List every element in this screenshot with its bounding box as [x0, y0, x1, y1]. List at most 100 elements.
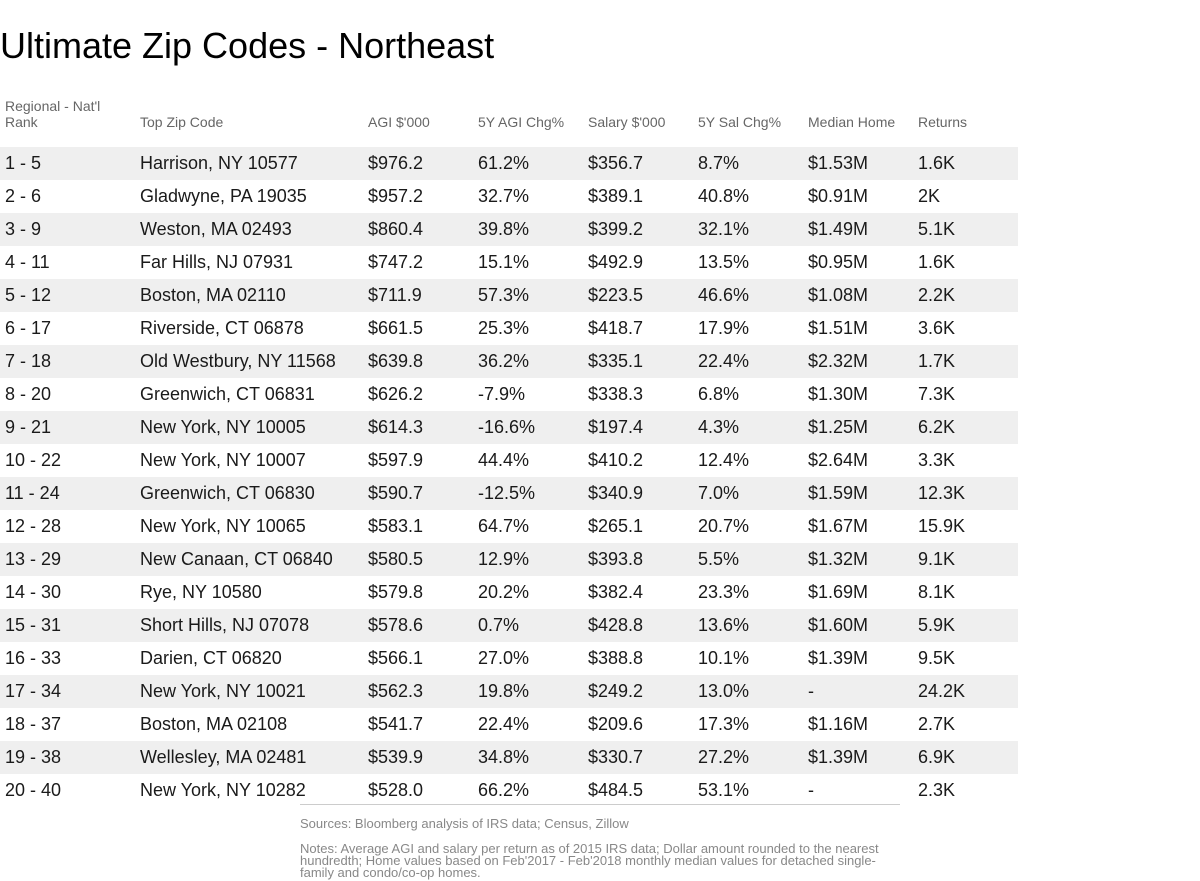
salary-cell: $382.4 — [588, 582, 644, 602]
column-header-salary-change: 5Y Sal Chg% — [698, 114, 782, 130]
median-home-cell: $1.16M — [808, 714, 869, 734]
median-home-cell: $0.91M — [808, 186, 869, 206]
median-home-cell: $2.64M — [808, 450, 869, 470]
returns-cell: 5.1K — [913, 213, 1018, 246]
zip-code-cell: New Canaan, CT 06840 — [135, 543, 363, 576]
zip-code-cell: Short Hills, NJ 07078 — [135, 609, 363, 642]
agi-change-cell: 22.4% — [478, 714, 530, 734]
rank-cell: 15 - 31 — [0, 609, 135, 642]
agi-cell: $566.1 — [368, 648, 424, 668]
rank-cell: 6 - 17 — [5, 318, 52, 338]
median-home-cell: - — [808, 780, 814, 800]
notes-text: Notes: Average AGI and salary per return… — [300, 841, 879, 880]
table-row: 1 - 5 Harrison, NY 10577 $976.2 61.2% $356.7… — [0, 147, 1018, 180]
agi-change-cell: 19.8% — [473, 675, 583, 708]
agi-change-cell: 61.2% — [473, 147, 583, 180]
zip-code-cell: Rye, NY 10580 — [140, 582, 262, 602]
table-row: 15 - 31 Short Hills, NJ 07078 $578.6 0.7% $4… — [0, 609, 1018, 642]
rank-cell: 4 - 11 — [5, 252, 50, 272]
zip-code-cell: Darien, CT 06820 — [140, 648, 282, 668]
returns-cell: 1.6K — [918, 252, 956, 272]
salary-cell: $393.8 — [583, 543, 693, 576]
agi-cell: $578.6 — [363, 609, 473, 642]
rank-cell: 14 - 30 — [5, 582, 62, 602]
returns-cell: 2.2K — [913, 279, 1018, 312]
table-row: 12 - 28 New York, NY 10065 $583.1 64.7% $265… — [0, 510, 1018, 543]
rank-cell: 2 - 6 — [5, 186, 42, 206]
zip-code-cell: Far Hills, NJ 07931 — [140, 252, 294, 272]
salary-change-cell: 23.3% — [698, 582, 750, 602]
zip-code-cell: Greenwich, CT 06830 — [135, 477, 363, 510]
returns-cell: 6.2K — [913, 411, 1018, 444]
median-home-cell: $1.39M — [808, 648, 869, 668]
agi-change-cell: -7.9% — [478, 384, 526, 404]
rank-cell: 12 - 28 — [5, 516, 62, 536]
zip-code-cell: Harrison, NY 10577 — [135, 147, 363, 180]
table-row: 18 - 37 Boston, MA 02108 $541.7 22.4% $209.6… — [0, 708, 1018, 741]
agi-cell: $976.2 — [363, 147, 473, 180]
agi-change-cell: 32.7% — [478, 186, 530, 206]
returns-cell: 9.1K — [913, 543, 1018, 576]
page-title: Ultimate Zip Codes - Northeast — [0, 25, 495, 66]
agi-cell: $580.5 — [363, 543, 473, 576]
zip-code-cell: Wellesley, MA 02481 — [135, 741, 363, 774]
salary-change-cell: 22.4% — [693, 345, 803, 378]
returns-cell: 3.6K — [918, 318, 956, 338]
agi-change-cell: 0.7% — [473, 609, 583, 642]
column-header-salary: Salary $'000 — [588, 114, 666, 130]
median-home-cell: $1.53M — [803, 147, 913, 180]
salary-cell: $428.8 — [583, 609, 693, 642]
salary-cell: $399.2 — [583, 213, 693, 246]
table-row: 9 - 21 New York, NY 10005 $614.3 -16.6% $197… — [0, 411, 1018, 444]
salary-cell: $418.7 — [588, 318, 644, 338]
agi-change-cell: 25.3% — [478, 318, 530, 338]
agi-change-cell: 39.8% — [473, 213, 583, 246]
returns-cell: 1.6K — [913, 147, 1018, 180]
salary-cell: $389.1 — [588, 186, 644, 206]
salary-cell: $492.9 — [588, 252, 644, 272]
median-home-cell: $1.59M — [803, 477, 913, 510]
salary-change-cell: 40.8% — [698, 186, 750, 206]
returns-cell: 2.3K — [918, 780, 956, 800]
zip-code-cell: Greenwich, CT 06831 — [140, 384, 315, 404]
salary-cell: $265.1 — [588, 516, 644, 536]
salary-change-cell: 4.3% — [693, 411, 803, 444]
rank-cell: 10 - 22 — [5, 450, 62, 470]
table-row: 6 - 17 Riverside, CT 06878 $661.5 25.3% $418… — [0, 312, 1018, 345]
median-home-cell: - — [803, 675, 913, 708]
column-header-zip-code: Top Zip Code — [140, 114, 224, 130]
agi-change-cell: 20.2% — [478, 582, 530, 602]
column-header-rank: Regional - Nat'l Rank — [5, 98, 101, 130]
footer-divider — [300, 804, 900, 805]
zip-code-cell: New York, NY 10065 — [140, 516, 306, 536]
column-header-agi: AGI $'000 — [368, 114, 430, 130]
agi-cell: $661.5 — [368, 318, 424, 338]
agi-change-cell: -12.5% — [473, 477, 583, 510]
rank-cell: 18 - 37 — [5, 714, 62, 734]
agi-cell: $539.9 — [363, 741, 473, 774]
agi-change-cell: 66.2% — [478, 780, 530, 800]
table-header-row: Regional - Nat'l Rank Top Zip Code AGI $… — [0, 94, 1018, 147]
median-home-cell: $1.30M — [808, 384, 869, 404]
salary-cell: $209.6 — [588, 714, 644, 734]
table-body: 1 - 5 Harrison, NY 10577 $976.2 61.2% $356.7… — [0, 147, 1018, 807]
returns-cell: 2K — [918, 186, 941, 206]
agi-cell: $579.8 — [368, 582, 424, 602]
table-row: 7 - 18 Old Westbury, NY 11568 $639.8 36.2% $… — [0, 345, 1018, 378]
salary-change-cell: 6.8% — [698, 384, 740, 404]
median-home-cell: $1.69M — [808, 582, 869, 602]
median-home-cell: $1.49M — [803, 213, 913, 246]
salary-change-cell: 8.7% — [693, 147, 803, 180]
salary-cell: $356.7 — [583, 147, 693, 180]
agi-change-cell: 12.9% — [473, 543, 583, 576]
table-row: 4 - 11 Far Hills, NJ 07931 $747.2 15.1% $492… — [0, 246, 1018, 279]
rank-cell: 1 - 5 — [0, 147, 135, 180]
table-row: 19 - 38 Wellesley, MA 02481 $539.9 34.8% $33… — [0, 741, 1018, 774]
salary-change-cell: 27.2% — [693, 741, 803, 774]
zip-code-cell: New York, NY 10021 — [135, 675, 363, 708]
table-row: 3 - 9 Weston, MA 02493 $860.4 39.8% $399.2 32… — [0, 213, 1018, 246]
rank-cell: 16 - 33 — [5, 648, 62, 668]
agi-change-cell: 36.2% — [473, 345, 583, 378]
sources-note: Sources: Bloomberg analysis of IRS data;… — [300, 816, 629, 831]
rank-cell: 5 - 12 — [0, 279, 135, 312]
